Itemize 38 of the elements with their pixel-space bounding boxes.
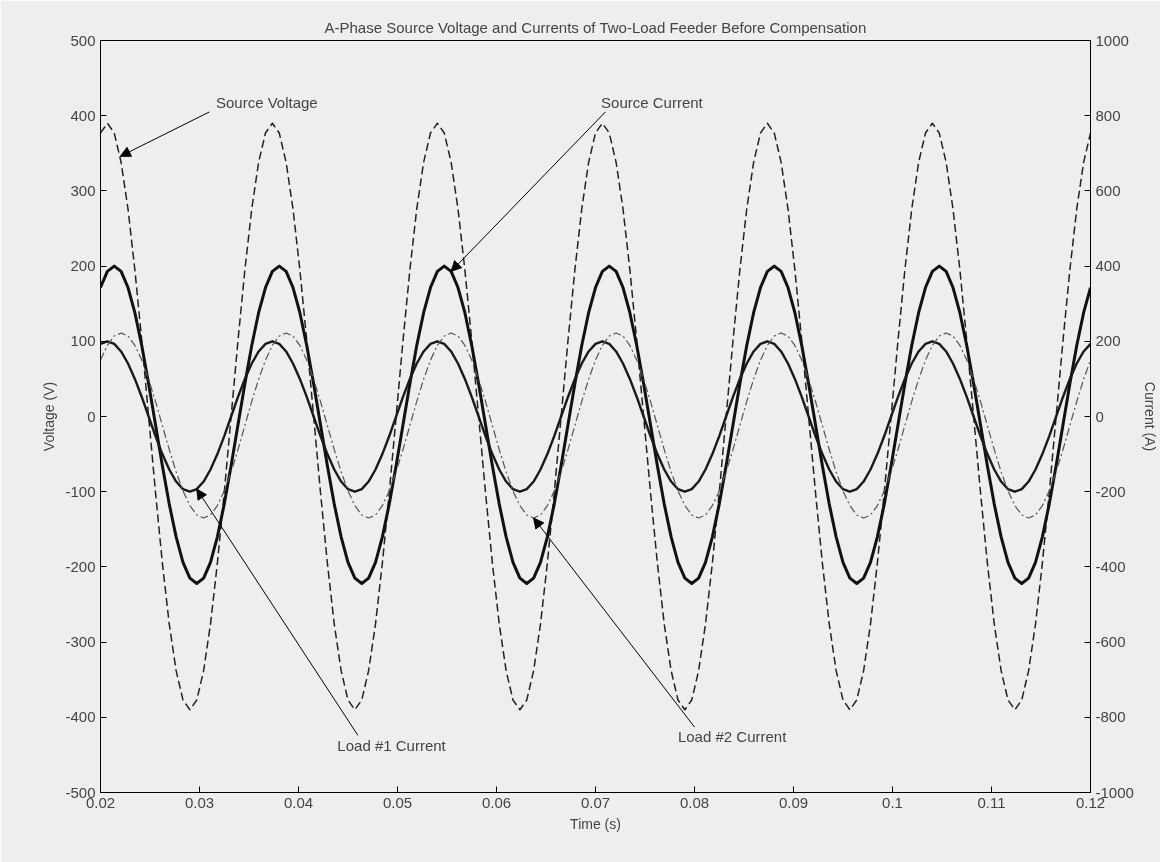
annotation: Load #1 Current: [337, 736, 447, 754]
y2-tick-label: 400: [1095, 257, 1121, 275]
y2-tick-label: -600: [1095, 633, 1126, 651]
x-tick-label: 0.05: [382, 793, 413, 811]
x-tick-label: 0.1: [882, 793, 903, 811]
y-axis-title: Voltage (V): [41, 381, 58, 452]
y2-tick-label: 1000: [1095, 31, 1129, 49]
y2-axis-title: Current (A): [1141, 381, 1158, 452]
y2-tick-label: -400: [1095, 557, 1126, 575]
x-tick-label: 0.09: [778, 793, 809, 811]
y-tick-label: -400: [65, 708, 96, 726]
x-tick-label: 0.08: [679, 793, 710, 811]
y2-tick-label: -200: [1095, 482, 1126, 500]
annotation: Load #2 Current: [677, 728, 788, 746]
y2-tick-label: 600: [1095, 181, 1121, 199]
y-tick-label: 500: [70, 31, 96, 49]
x-tick-label: 0.07: [580, 793, 611, 811]
y-tick-label: 0: [87, 407, 96, 425]
x-tick-label: 0.06: [481, 793, 512, 811]
y-tick-label: -300: [65, 633, 96, 651]
annotation: Source Voltage: [215, 93, 318, 111]
x-axis-title: Time (s): [570, 815, 621, 832]
y-tick-label: -200: [65, 557, 96, 575]
x-tick-label: 0.03: [184, 793, 215, 811]
y2-tick-label: 200: [1095, 332, 1121, 350]
y-tick-label: -100: [65, 482, 96, 500]
y2-tick-label: 800: [1095, 106, 1121, 124]
y2-tick-label: 0: [1095, 407, 1104, 425]
line-series: [100, 122, 1091, 711]
y-tick-label: 200: [70, 257, 96, 275]
x-tick-label: 0.04: [283, 793, 314, 811]
annotation: Source Current: [601, 93, 704, 111]
y-tick-label: 400: [70, 106, 96, 124]
y2-tick-label: -800: [1095, 708, 1126, 726]
chart-title: A-Phase Source Voltage and Currents of Two-Load Feeder Before Compensation: [324, 18, 867, 36]
y-tick-label: 300: [70, 181, 96, 199]
y-tick-label: 100: [70, 332, 96, 350]
x-tick-label: 0.11: [977, 793, 1006, 811]
